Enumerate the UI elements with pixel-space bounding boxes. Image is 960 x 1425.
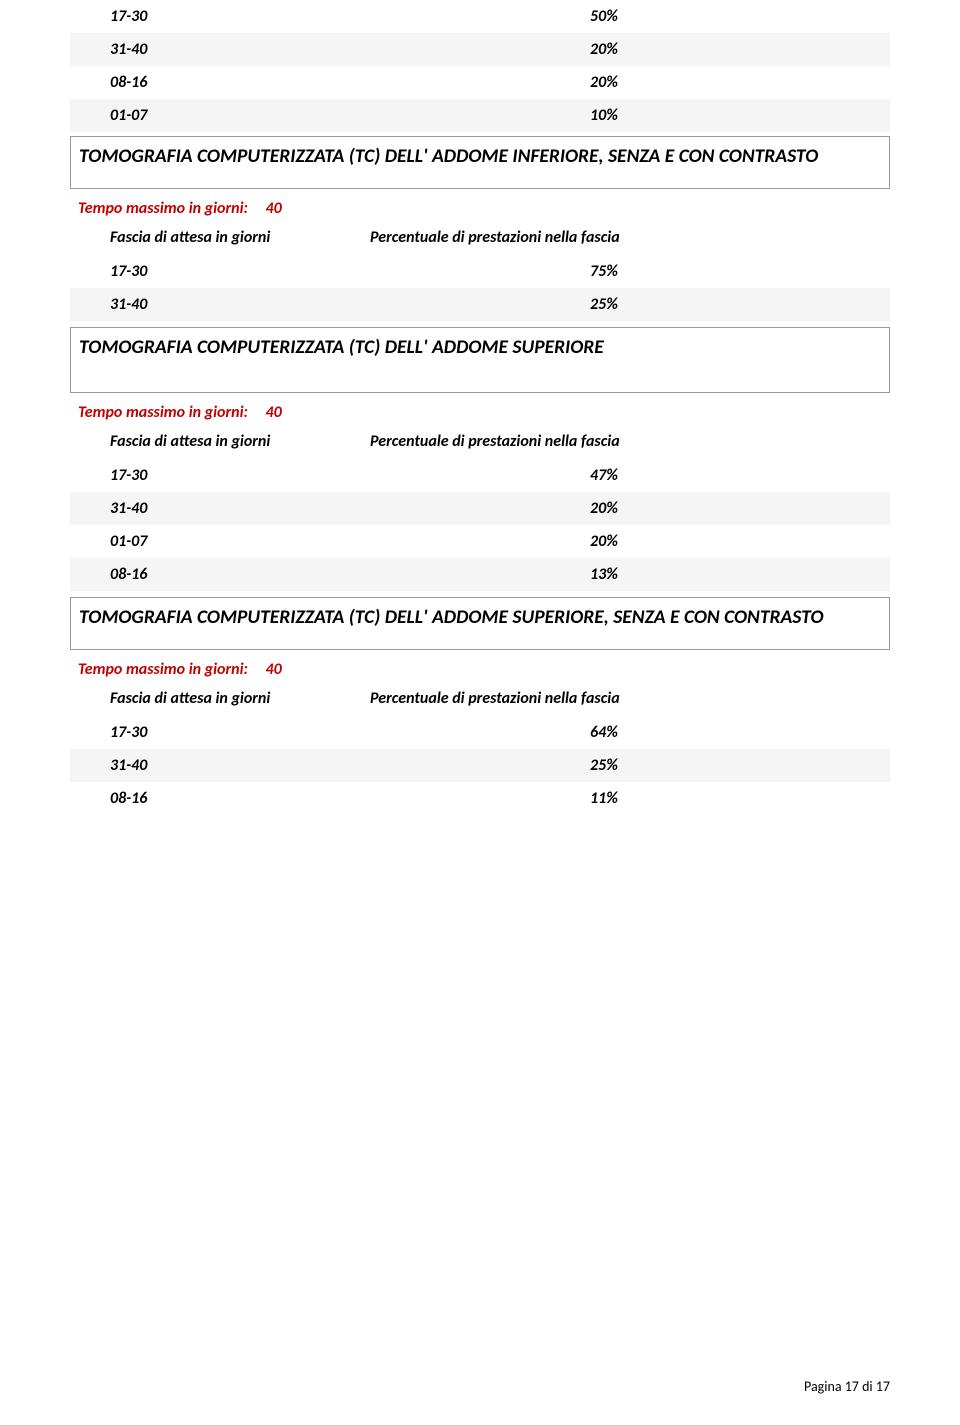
column-headers: Fascia di attesa in giorni Percentuale d… bbox=[70, 685, 890, 716]
row-range: 31-40 bbox=[110, 295, 370, 314]
section-1: 17-30 50% 31-40 20% 08-16 20% 01-07 10% … bbox=[70, 0, 890, 321]
section-title: TOMOGRAFIA COMPUTERIZZATA (TC) DELL' ADD… bbox=[70, 597, 890, 650]
row-range: 01-07 bbox=[110, 532, 370, 551]
section-title: TOMOGRAFIA COMPUTERIZZATA (TC) DELL' ADD… bbox=[70, 327, 890, 392]
tempo-label: Tempo massimo in giorni: bbox=[78, 403, 248, 422]
tempo-label: Tempo massimo in giorni: bbox=[78, 199, 248, 218]
page-footer: Pagina 17 di 17 bbox=[804, 1378, 890, 1395]
row-value: 13% bbox=[590, 565, 850, 584]
row-value: 20% bbox=[590, 532, 850, 551]
row-range: 01-07 bbox=[110, 106, 370, 125]
row-range: 17-30 bbox=[110, 466, 370, 485]
column-headers: Fascia di attesa in giorni Percentuale d… bbox=[70, 224, 890, 255]
table-row: 17-30 47% bbox=[70, 459, 890, 492]
row-value: 25% bbox=[590, 295, 850, 314]
table-row: 17-30 64% bbox=[70, 716, 890, 749]
col-percentuale: Percentuale di prestazioni nella fascia bbox=[370, 228, 882, 247]
col-fascia: Fascia di attesa in giorni bbox=[110, 228, 370, 247]
section-2: TOMOGRAFIA COMPUTERIZZATA (TC) DELL' ADD… bbox=[70, 327, 890, 590]
col-percentuale: Percentuale di prestazioni nella fascia bbox=[370, 432, 882, 451]
tempo-value: 40 bbox=[266, 199, 282, 218]
row-range: 08-16 bbox=[110, 565, 370, 584]
col-fascia: Fascia di attesa in giorni bbox=[110, 432, 370, 451]
tempo-line: Tempo massimo in giorni: 40 bbox=[70, 393, 890, 428]
row-value: 10% bbox=[590, 106, 850, 125]
tempo-value: 40 bbox=[266, 403, 282, 422]
table-row: 17-30 75% bbox=[70, 255, 890, 288]
tempo-line: Tempo massimo in giorni: 40 bbox=[70, 189, 890, 224]
tempo-line: Tempo massimo in giorni: 40 bbox=[70, 650, 890, 685]
column-headers: Fascia di attesa in giorni Percentuale d… bbox=[70, 428, 890, 459]
row-value: 25% bbox=[590, 756, 850, 775]
table-row: 01-07 10% bbox=[70, 99, 890, 132]
row-range: 17-30 bbox=[110, 723, 370, 742]
row-range: 31-40 bbox=[110, 499, 370, 518]
table-row: 17-30 50% bbox=[70, 0, 890, 33]
table-row: 08-16 20% bbox=[70, 66, 890, 99]
row-value: 11% bbox=[590, 789, 850, 808]
row-range: 17-30 bbox=[110, 7, 370, 26]
table-row: 31-40 25% bbox=[70, 288, 890, 321]
table-row: 31-40 20% bbox=[70, 492, 890, 525]
table-row: 08-16 13% bbox=[70, 558, 890, 591]
row-value: 20% bbox=[590, 40, 850, 59]
table-row: 31-40 25% bbox=[70, 749, 890, 782]
row-range: 31-40 bbox=[110, 40, 370, 59]
row-value: 47% bbox=[590, 466, 850, 485]
table-row: 01-07 20% bbox=[70, 525, 890, 558]
table-row: 08-16 11% bbox=[70, 782, 890, 815]
col-fascia: Fascia di attesa in giorni bbox=[110, 689, 370, 708]
row-range: 08-16 bbox=[110, 73, 370, 92]
row-value: 64% bbox=[590, 723, 850, 742]
tempo-value: 40 bbox=[266, 660, 282, 679]
row-value: 20% bbox=[590, 499, 850, 518]
row-range: 17-30 bbox=[110, 262, 370, 281]
row-value: 20% bbox=[590, 73, 850, 92]
table-row: 31-40 20% bbox=[70, 33, 890, 66]
page-container: 17-30 50% 31-40 20% 08-16 20% 01-07 10% … bbox=[0, 0, 960, 1425]
row-value: 50% bbox=[590, 7, 850, 26]
row-range: 31-40 bbox=[110, 756, 370, 775]
row-range: 08-16 bbox=[110, 789, 370, 808]
row-value: 75% bbox=[590, 262, 850, 281]
tempo-label: Tempo massimo in giorni: bbox=[78, 660, 248, 679]
section-title: TOMOGRAFIA COMPUTERIZZATA (TC) DELL' ADD… bbox=[70, 136, 890, 189]
col-percentuale: Percentuale di prestazioni nella fascia bbox=[370, 689, 882, 708]
section-3: TOMOGRAFIA COMPUTERIZZATA (TC) DELL' ADD… bbox=[70, 597, 890, 815]
